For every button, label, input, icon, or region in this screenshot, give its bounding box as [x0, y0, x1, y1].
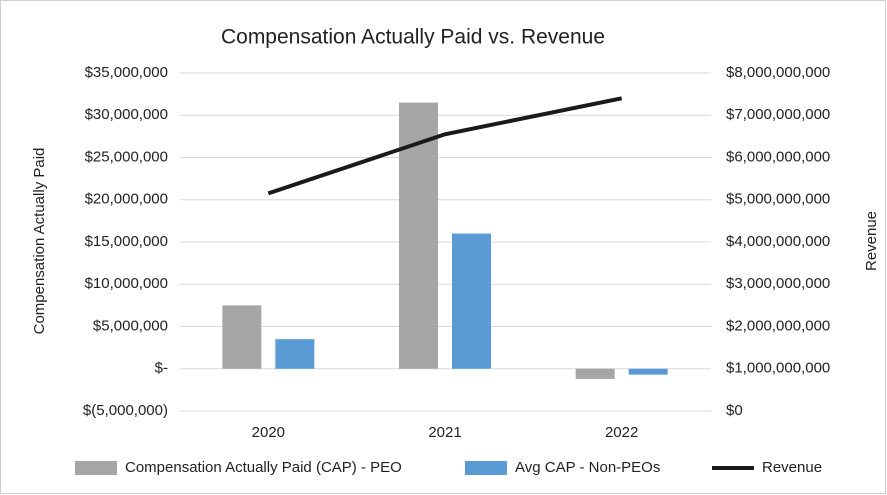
- y2-tick-label: $2,000,000,000: [726, 317, 830, 334]
- y2-tick-label: $7,000,000,000: [726, 106, 830, 123]
- legend-label: Avg CAP - Non-PEOs: [515, 459, 660, 476]
- x-tick-label: 2020: [252, 424, 285, 441]
- x-tick-label: 2022: [605, 424, 638, 441]
- y-axis-title: Compensation Actually Paid: [31, 148, 48, 335]
- y-tick-label: $10,000,000: [85, 275, 168, 292]
- bar: [275, 339, 315, 369]
- y-tick-label: $-: [155, 360, 168, 377]
- line: [267, 96, 623, 196]
- y2-tick-label: $0: [726, 402, 743, 419]
- bar: [452, 233, 491, 369]
- y-tick-label: $30,000,000: [85, 106, 168, 123]
- bar: [575, 368, 615, 379]
- y-tick-label: $(5,000,000): [83, 402, 168, 419]
- y-tick-label: $25,000,000: [85, 148, 168, 165]
- y-tick-label: $20,000,000: [85, 191, 168, 208]
- y2-tick-label: $4,000,000,000: [726, 233, 830, 250]
- y2-tick-label: $3,000,000,000: [726, 275, 830, 292]
- y2-tick-label: $5,000,000,000: [726, 191, 830, 208]
- y-tick-label: $5,000,000: [93, 317, 168, 334]
- bar: [628, 368, 668, 375]
- y2-tick-label: $1,000,000,000: [726, 360, 830, 377]
- chart-title: Compensation Actually Paid vs. Revenue: [221, 26, 605, 49]
- legend-swatch: [465, 461, 507, 475]
- legend-label: Compensation Actually Paid (CAP) - PEO: [125, 459, 402, 476]
- y2-tick-label: $6,000,000,000: [726, 148, 830, 165]
- y-tick-label: $15,000,000: [85, 233, 168, 250]
- legend-label: Revenue: [762, 459, 822, 476]
- y2-tick-label: $8,000,000,000: [726, 64, 830, 81]
- legend-swatch: [75, 461, 117, 475]
- y2-axis-title: Revenue: [863, 211, 880, 271]
- x-tick-label: 2021: [428, 424, 461, 441]
- y-tick-label: $35,000,000: [85, 64, 168, 81]
- bar: [222, 305, 262, 369]
